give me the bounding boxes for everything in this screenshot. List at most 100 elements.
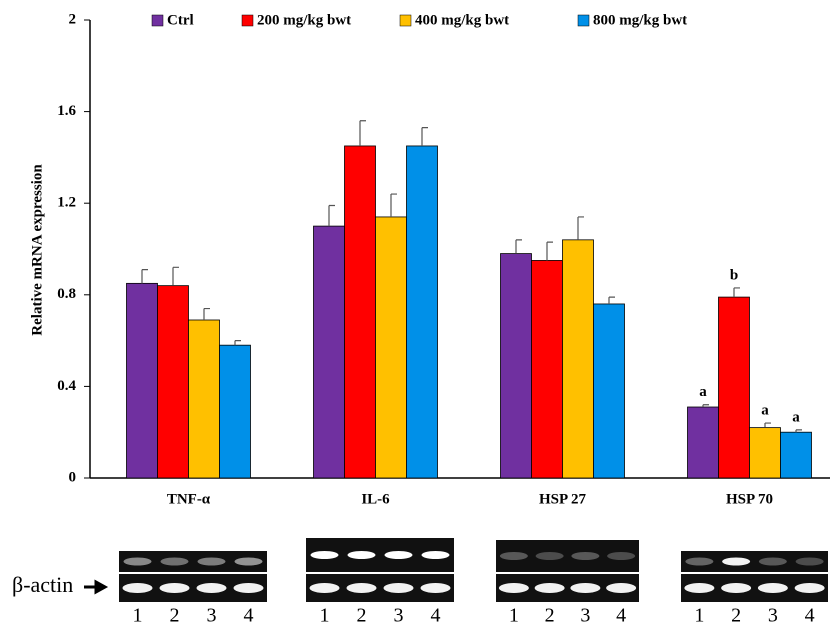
gel-band: [124, 558, 152, 566]
gel-band: [311, 551, 339, 559]
gel-band: [721, 583, 751, 593]
y-tick-label: 0.4: [57, 378, 76, 394]
gel-band: [795, 583, 825, 593]
lane-number: 2: [357, 605, 367, 627]
gel-band: [796, 558, 824, 566]
error-bar: [360, 121, 366, 146]
gel-band: [685, 558, 713, 566]
lane-number: 1: [509, 605, 519, 627]
page: Relative mRNA expression β-actin 0 0.4 0.8…: [0, 0, 835, 627]
gel-band: [536, 552, 564, 560]
bar: [532, 260, 563, 478]
y-tick-label: 2: [69, 11, 77, 27]
x-tick-label: HSP 70: [726, 491, 773, 507]
annotation: a: [699, 384, 707, 400]
bar: [220, 345, 251, 478]
error-bar: [578, 217, 584, 240]
error-bar: [142, 270, 148, 284]
bar: [781, 432, 812, 478]
error-bar: [765, 423, 771, 428]
gel-band: [384, 583, 414, 593]
x-tick-label: HSP 27: [539, 491, 587, 507]
lane-number: 3: [207, 605, 217, 627]
gel-band: [606, 583, 636, 593]
y-axis-label: Relative mRNA expression: [29, 164, 45, 336]
error-bar: [422, 128, 428, 146]
error-bar: [609, 297, 615, 304]
lane-number: 4: [244, 605, 254, 627]
gel-band: [607, 552, 635, 560]
gel-band: [570, 583, 600, 593]
lane-number: 1: [694, 605, 704, 627]
gel-band: [684, 583, 714, 593]
bar: [407, 146, 438, 478]
gel-label: β-actin: [12, 572, 73, 597]
lane-number: 4: [431, 605, 441, 627]
error-bar: [734, 288, 740, 297]
gel-band: [197, 583, 227, 593]
gel-band: [160, 583, 190, 593]
bar: [688, 407, 719, 478]
gel-band: [310, 583, 340, 593]
legend-label: 800 mg/kg bwt: [593, 12, 687, 28]
gel-band: [234, 583, 264, 593]
gel-band: [759, 558, 787, 566]
gel-band: [347, 583, 377, 593]
annotation: a: [792, 409, 800, 425]
bar: [750, 428, 781, 478]
y-tick-label: 1.2: [57, 195, 76, 211]
gel-band: [123, 583, 153, 593]
legend-label: 200 mg/kg bwt: [257, 12, 351, 28]
error-bar: [173, 267, 179, 285]
error-bar: [391, 194, 397, 217]
error-bar: [547, 242, 553, 260]
legend-label: 400 mg/kg bwt: [415, 12, 509, 28]
y-tick-label: 0.8: [57, 286, 76, 302]
gel-band: [758, 583, 788, 593]
lane-number: 2: [170, 605, 180, 627]
y-tick-label: 0: [69, 469, 77, 485]
legend-swatch: [242, 15, 253, 26]
gel-band: [535, 583, 565, 593]
lane-number: 3: [768, 605, 778, 627]
annotation: a: [761, 402, 769, 418]
bar: [345, 146, 376, 478]
bar: [189, 320, 220, 478]
bar: [127, 283, 158, 478]
gel-band: [235, 558, 263, 566]
lane-number: 2: [545, 605, 555, 627]
error-bar: [204, 309, 210, 320]
bar: [314, 226, 345, 478]
gel-band: [421, 583, 451, 593]
arrow: [84, 582, 105, 592]
lane-number: 3: [394, 605, 404, 627]
x-tick-label: IL-6: [361, 491, 390, 507]
lane-number: 1: [133, 605, 143, 627]
gel-band: [571, 552, 599, 560]
error-bar: [235, 341, 241, 346]
gel-band: [385, 551, 413, 559]
lane-number: 1: [320, 605, 330, 627]
legend-swatch: [152, 15, 163, 26]
x-tick-label: TNF-α: [167, 491, 211, 507]
legend-swatch: [400, 15, 411, 26]
legend-swatch: [578, 15, 589, 26]
bar: [158, 286, 189, 478]
bar: [501, 254, 532, 478]
error-bar: [329, 205, 335, 226]
gel-band: [422, 551, 450, 559]
gel-section: β-actin: [12, 572, 105, 597]
annotation: b: [730, 267, 738, 283]
lane-number: 3: [580, 605, 590, 627]
gel-band: [161, 558, 189, 566]
gel-band: [348, 551, 376, 559]
gel-band: [722, 558, 750, 566]
bar: [719, 297, 750, 478]
gel-band: [198, 558, 226, 566]
chart: Relative mRNA expression β-actin 0 0.4 0.8…: [0, 0, 835, 627]
y-tick-label: 1.6: [57, 103, 76, 119]
bar: [563, 240, 594, 478]
gel-band: [499, 583, 529, 593]
gel-band: [500, 552, 528, 560]
error-bar: [516, 240, 522, 254]
